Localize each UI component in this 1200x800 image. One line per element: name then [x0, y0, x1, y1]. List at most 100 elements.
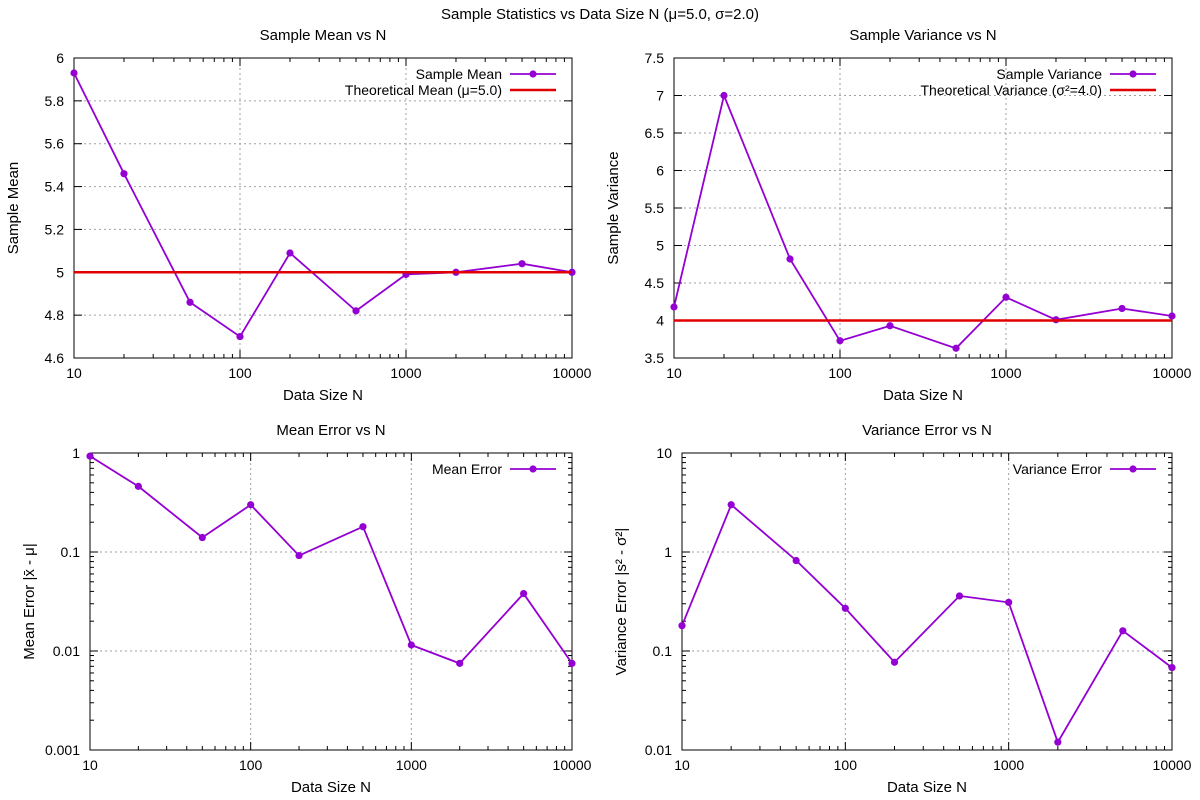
x-tick-label: 10000	[553, 757, 592, 773]
y-tick-label: 0.1	[61, 544, 81, 560]
legend-marker	[1129, 465, 1137, 473]
y-axis-label: Mean Error |x̄ - μ|	[21, 543, 38, 659]
legend-label: Sample Variance	[996, 66, 1102, 82]
data-point	[352, 307, 360, 315]
x-axis-label: Data Size N	[283, 387, 363, 404]
data-point	[407, 641, 415, 649]
x-tick-label: 10	[82, 757, 98, 773]
series-line	[73, 72, 573, 338]
y-tick-label: 5.8	[45, 93, 65, 109]
y-tick-label: 10	[656, 445, 672, 461]
legend-label: Sample Mean	[416, 66, 502, 82]
plot-frame	[673, 57, 1173, 359]
data-point	[198, 533, 206, 542]
chart-variance-error: 10 100 1000 10000 0.01 0.1 1 10 Variance Error v…	[613, 422, 1192, 796]
data-point	[247, 501, 255, 509]
y-tick-label: 7	[656, 88, 664, 104]
data-point	[120, 170, 128, 178]
x-tick-label: 100	[239, 757, 263, 773]
data-point	[1005, 598, 1013, 606]
x-tick-label: 10000	[1153, 757, 1192, 773]
chart-variance: 10 100 1000 10000 3.5 4 4.5 5 5.5 6 6.5 7 7.5 Sample …	[605, 27, 1192, 404]
data-point	[1118, 304, 1126, 313]
plot-frame	[89, 452, 573, 751]
page-title: Sample Statistics vs Data Size N (μ=5.0,…	[441, 6, 759, 23]
y-tick-label: 5.4	[45, 179, 65, 195]
data-point	[286, 249, 294, 257]
x-tick-label: 10	[66, 365, 82, 381]
y-tick-label: 0.01	[645, 742, 672, 758]
x-tick-label: 10	[666, 365, 682, 381]
y-tick-label: 3.5	[645, 350, 665, 366]
y-tick-label: 0.001	[45, 742, 80, 758]
data-point	[670, 303, 678, 311]
legend-label: Theoretical Variance (σ²=4.0)	[920, 82, 1102, 98]
x-tick-label: 10	[674, 757, 690, 773]
y-axis-label: Sample Variance	[605, 151, 622, 264]
data-point	[456, 659, 464, 667]
data-point	[841, 604, 849, 612]
data-point	[678, 622, 686, 630]
data-point	[518, 260, 526, 268]
legend-label: Variance Error	[1013, 461, 1103, 477]
y-axis-label: Sample Mean	[5, 162, 22, 255]
x-tick-label: 10000	[1153, 365, 1192, 381]
x-tick-label: 1000	[993, 757, 1024, 773]
x-axis-label: Data Size N	[887, 779, 967, 796]
y-tick-label: 5.6	[45, 136, 65, 152]
data-point	[720, 91, 728, 100]
data-point	[952, 344, 960, 352]
x-tick-label: 1000	[396, 757, 427, 773]
data-point	[1168, 312, 1176, 320]
data-point	[786, 255, 794, 263]
x-tick-label: 100	[228, 365, 252, 381]
x-tick-label: 1000	[390, 365, 421, 381]
y-axis-label: Variance Error |s² - σ²|	[613, 528, 630, 676]
y-tick-label: 5.5	[645, 200, 665, 216]
data-point	[1168, 663, 1176, 672]
data-point	[86, 452, 94, 460]
series-line	[673, 92, 1173, 350]
y-tick-label: 1	[72, 445, 80, 461]
chart-title: Sample Mean vs N	[260, 27, 387, 44]
data-point	[727, 501, 735, 509]
data-point	[295, 551, 303, 560]
y-tick-label: 4.5	[645, 275, 665, 291]
y-tick-label: 5	[656, 238, 664, 254]
data-point	[186, 298, 194, 306]
x-axis-label: Data Size N	[883, 387, 963, 404]
x-axis-label: Data Size N	[291, 779, 371, 796]
y-tick-label: 4.8	[45, 307, 65, 323]
y-tick-label: 4.6	[45, 350, 65, 366]
data-point	[890, 658, 899, 666]
chart-title: Mean Error vs N	[276, 422, 385, 439]
plot-frame	[73, 57, 573, 359]
legend-label: Theoretical Mean (μ=5.0)	[345, 82, 502, 98]
y-tick-label: 4	[656, 313, 664, 329]
chart-mean: 10 100 1000 10000 4.6 4.8 5 5.2 5.4 5.6 5.8 6 Sample…	[5, 27, 592, 404]
legend-label: Mean Error	[432, 461, 502, 477]
x-tick-label: 1000	[990, 365, 1021, 381]
legend-marker	[529, 70, 537, 78]
x-tick-label: 100	[834, 757, 858, 773]
y-tick-label: 1	[664, 544, 672, 560]
chart-title: Variance Error vs N	[862, 422, 992, 439]
legend-marker	[529, 465, 537, 473]
y-tick-label: 5	[56, 264, 64, 280]
y-tick-label: 7.5	[645, 50, 665, 66]
y-tick-label: 6	[56, 50, 64, 66]
y-tick-label: 0.1	[653, 643, 673, 659]
y-tick-label: 5.2	[45, 221, 65, 237]
data-point	[359, 523, 367, 531]
chart-title: Sample Variance vs N	[849, 27, 996, 44]
chart-mean-error: 10 100 1000 10000 0.001 0.01 0.1 1 Mean Error vs…	[21, 422, 592, 796]
series-line	[89, 455, 573, 665]
y-tick-label: 0.01	[53, 643, 80, 659]
y-tick-label: 6.5	[645, 125, 665, 141]
x-tick-label: 100	[828, 365, 852, 381]
data-point	[1119, 627, 1127, 635]
data-point	[955, 592, 964, 600]
plot-frame	[681, 452, 1173, 751]
data-point	[886, 322, 894, 330]
